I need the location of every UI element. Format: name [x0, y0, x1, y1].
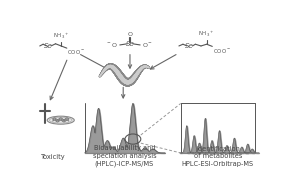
Text: NH$_3$$^+$: NH$_3$$^+$	[53, 31, 69, 41]
Text: COO$^-$: COO$^-$	[213, 47, 231, 55]
Text: Se: Se	[185, 43, 194, 49]
Text: $^-$O: $^-$O	[106, 41, 118, 49]
Text: O$^-$: O$^-$	[142, 41, 153, 49]
Text: O: O	[127, 32, 132, 36]
Text: Se: Se	[45, 43, 53, 49]
Text: COO$^-$: COO$^-$	[67, 48, 85, 57]
Text: Se: Se	[126, 41, 134, 47]
Text: NH$_3$$^+$: NH$_3$$^+$	[198, 29, 215, 39]
Text: Bioavailability and
speciation analysis
(HPLC)-ICP-MS/MS: Bioavailability and speciation analysis …	[93, 145, 156, 167]
Text: Toxicity: Toxicity	[41, 154, 65, 160]
Ellipse shape	[47, 116, 74, 124]
Text: Identification
of metabolites
HPLC-ESI-Orbitrap-MS: Identification of metabolites HPLC-ESI-O…	[182, 146, 254, 167]
